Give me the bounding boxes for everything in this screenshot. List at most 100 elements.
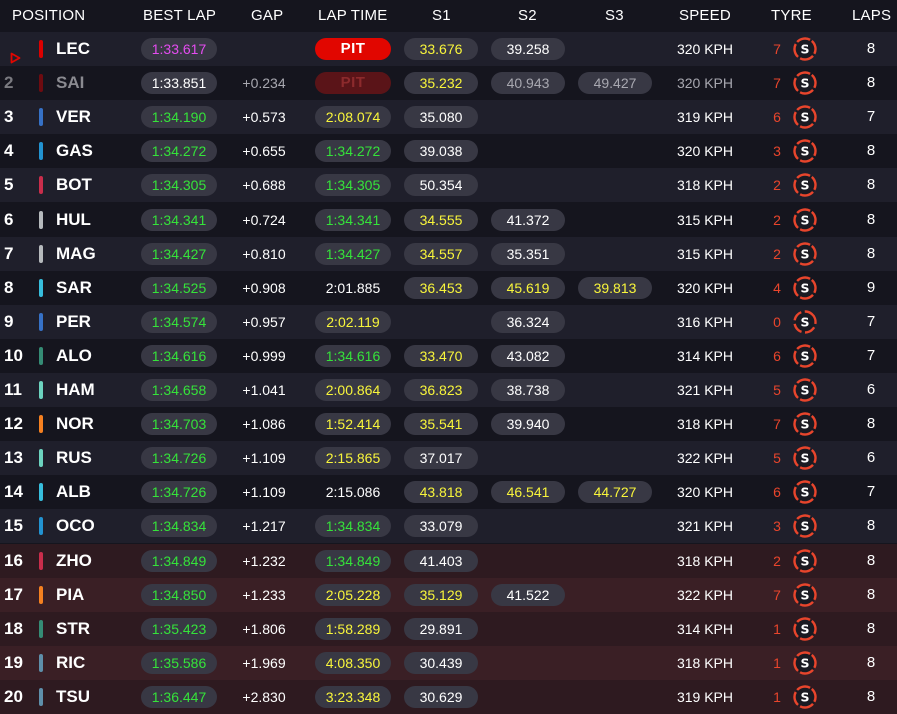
header-position[interactable]: POSITION: [12, 7, 86, 24]
soft-tyre-icon: S: [793, 480, 817, 504]
team-color-bar: [39, 449, 43, 468]
lap-time: 2:15.086: [325, 484, 381, 501]
table-row[interactable]: 17 PIA 1:34.850 +1.233 2:05.228 35.129 41.522 3…: [0, 577, 897, 612]
svg-text:S: S: [800, 280, 809, 295]
table-row[interactable]: 5 BOT 1:34.305 +0.688 1:34.305 50.354 318 KPH 2…: [0, 168, 897, 203]
driver-code: NOR: [56, 414, 94, 434]
svg-text:S: S: [800, 450, 809, 465]
sector-2-time: 35.351: [491, 242, 565, 265]
header-speed[interactable]: SPEED: [679, 7, 731, 24]
gap-value: +2.830: [242, 688, 286, 705]
laps-completed: 8: [866, 619, 876, 637]
soft-tyre-icon: S: [793, 412, 817, 436]
position-number: 15: [4, 516, 23, 536]
best-lap-time: 1:35.586: [141, 651, 217, 674]
laps-completed: 8: [866, 244, 876, 262]
table-row[interactable]: 13 RUS 1:34.726 +1.109 2:15.865 37.017 322 KPH…: [0, 441, 897, 476]
lap-time: 1:34.305: [315, 174, 391, 197]
team-color-bar: [39, 517, 43, 536]
table-row[interactable]: 4 GAS 1:34.272 +0.655 1:34.272 39.038 320 KPH 3…: [0, 134, 897, 169]
laps-completed: 8: [866, 210, 876, 228]
best-lap-time: 1:34.190: [141, 106, 217, 129]
header-lap-time[interactable]: LAP TIME: [318, 7, 388, 24]
table-row[interactable]: 10 ALO 1:34.616 +0.999 1:34.616 33.470 43.082 3…: [0, 338, 897, 373]
best-lap-time: 1:33.617: [141, 38, 217, 60]
header-tyre[interactable]: TYRE: [771, 7, 812, 24]
header-laps[interactable]: LAPS: [852, 7, 892, 24]
position-number: 13: [4, 448, 23, 468]
gap-value: +0.724: [242, 211, 286, 228]
header-s2[interactable]: S2: [518, 7, 537, 24]
table-row[interactable]: 3 VER 1:34.190 +0.573 2:08.074 35.080 319 KPH 6…: [0, 100, 897, 135]
position-number: 17: [4, 584, 23, 604]
soft-tyre-icon: S: [793, 37, 817, 61]
position-number: 9: [4, 311, 14, 331]
tyre-age: 6: [773, 484, 781, 501]
table-row[interactable]: 7 MAG 1:34.427 +0.810 1:34.427 34.557 35.351 31…: [0, 236, 897, 271]
team-color-bar: [39, 585, 43, 604]
best-lap-time: 1:34.616: [141, 344, 217, 367]
table-row[interactable]: 2 SAI 1:33.851 +0.234 PIT 35.232 40.943 49.427 3…: [0, 66, 897, 101]
soft-tyre-icon: S: [793, 378, 817, 402]
driver-code: VER: [56, 107, 91, 127]
tyre-age: 2: [773, 552, 781, 569]
header-s1[interactable]: S1: [432, 7, 451, 24]
team-color-bar: [39, 278, 43, 297]
team-color-bar: [39, 687, 43, 706]
laps-completed: 8: [866, 687, 876, 705]
table-row[interactable]: 14 ALB 1:34.726 +1.109 2:15.086 43.818 46.541 4…: [0, 475, 897, 510]
lap-time: 1:34.616: [315, 344, 391, 367]
best-lap-time: 1:34.834: [141, 515, 217, 538]
gap-value: [224, 32, 304, 66]
sector-2-time: 41.372: [491, 208, 565, 231]
table-row[interactable]: 6 HUL 1:34.341 +0.724 1:34.341 34.555 41.372 31…: [0, 202, 897, 237]
svg-text:S: S: [800, 75, 809, 90]
svg-text:S: S: [800, 41, 809, 56]
speed-trap: 319 KPH: [676, 109, 734, 126]
table-row[interactable]: 16 ZHO 1:34.849 +1.232 1:34.849 41.403 318 KPH…: [0, 543, 897, 578]
best-lap-time: 1:34.341: [141, 208, 217, 231]
sector-1-time: 34.555: [404, 208, 478, 231]
team-color-bar: [39, 312, 43, 331]
header-s3[interactable]: S3: [605, 7, 624, 24]
table-row[interactable]: 12 NOR 1:34.703 +1.086 1:52.414 35.541 39.940 3…: [0, 407, 897, 442]
table-row[interactable]: 9 PER 1:34.574 +0.957 2:02.119 36.324 316 KPH 0…: [0, 304, 897, 339]
speed-trap: 318 KPH: [676, 654, 734, 671]
gap-value: +1.806: [242, 620, 286, 637]
driver-code: STR: [56, 618, 90, 638]
gap-value: +1.109: [242, 450, 286, 467]
team-color-bar: [39, 40, 43, 58]
table-row[interactable]: 8 SAR 1:34.525 +0.908 2:01.885 36.453 45.619 39…: [0, 270, 897, 305]
sector-1-time: 33.079: [404, 515, 478, 538]
tyre-age: 7: [773, 75, 781, 92]
gap-value: +1.232: [242, 552, 286, 569]
best-lap-time: 1:34.703: [141, 413, 217, 436]
driver-code: MAG: [56, 243, 96, 263]
table-row[interactable]: 19 RIC 1:35.586 +1.969 4:08.350 30.439 318 KPH…: [0, 645, 897, 680]
soft-tyre-icon: S: [793, 344, 817, 368]
speed-trap: 315 KPH: [676, 211, 734, 228]
soft-tyre-icon: S: [793, 173, 817, 198]
speed-trap: 320 KPH: [676, 143, 734, 160]
sector-1-time: 35.232: [404, 72, 478, 95]
table-row[interactable]: 15 OCO 1:34.834 +1.217 1:34.834 33.079 321 KPH…: [0, 509, 897, 544]
sector-1-time: 34.557: [404, 242, 478, 265]
tyre-age: 7: [773, 586, 781, 603]
table-row[interactable]: 20 TSU 1:36.447 +2.830 3:23.348 30.629 319 KPH…: [0, 679, 897, 714]
table-row[interactable]: LEC 1:33.617 PIT 33.676 39.258 320 KPH 7 S 8: [0, 32, 897, 66]
table-row[interactable]: 11 HAM 1:34.658 +1.041 2:00.864 36.823 38.738 3…: [0, 373, 897, 407]
driver-code: HAM: [56, 380, 95, 399]
soft-tyre-icon: S: [793, 616, 817, 641]
header-best-lap[interactable]: BEST LAP: [143, 7, 217, 24]
table-row[interactable]: 18 STR 1:35.423 +1.806 1:58.289 29.891 314 KPH…: [0, 611, 897, 646]
sector-1-time: 43.818: [404, 481, 478, 504]
sector-2-time: 46.541: [491, 481, 565, 504]
best-lap-time: 1:34.850: [141, 583, 217, 606]
driver-code: TSU: [56, 686, 90, 706]
sector-3-time: 49.427: [578, 72, 652, 95]
speed-trap: 321 KPH: [676, 382, 734, 398]
laps-completed: 7: [866, 108, 876, 126]
sector-2-time: 36.324: [491, 310, 565, 333]
header-gap[interactable]: GAP: [251, 7, 284, 24]
laps-completed: 8: [866, 551, 876, 569]
